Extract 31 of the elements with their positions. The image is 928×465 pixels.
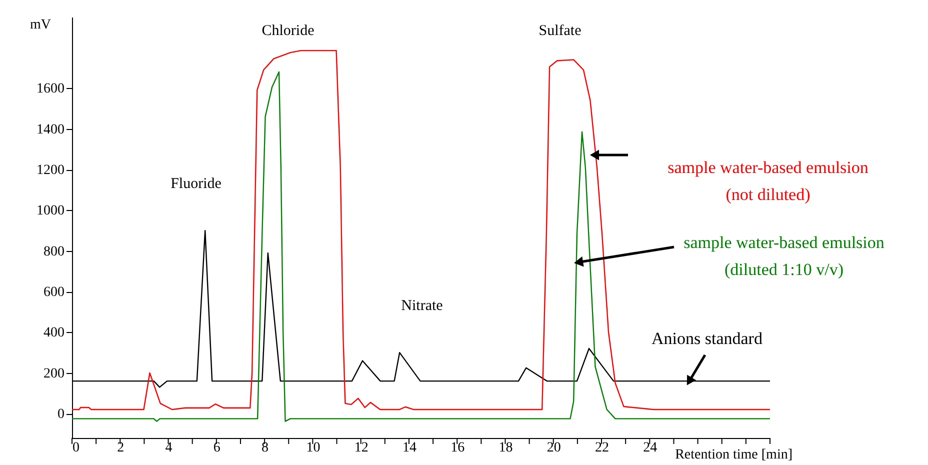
annotation: Chloride — [262, 23, 315, 39]
text: sample water-based emulsion (diluted 1:10 v/v) — [684, 233, 885, 279]
x-tick-label: 0 — [72, 440, 80, 456]
y-tick-label: 800 — [44, 244, 64, 260]
x-tick-label: 24 — [643, 440, 658, 456]
x-tick-label: 18 — [498, 440, 513, 456]
x-tick-label: 4 — [165, 440, 172, 456]
y-tick-label: 1400 — [36, 122, 64, 138]
annotation: Nitrate — [401, 298, 444, 314]
x-tick-label: 6 — [213, 440, 220, 456]
x-tick-label: 8 — [262, 440, 269, 456]
annotation: Fluoride — [170, 176, 222, 192]
y-tick-label: 400 — [44, 326, 64, 341]
annotation: Sulfate — [538, 23, 582, 39]
y-tick-label: 1600 — [36, 82, 64, 97]
y-tick-label: 1000 — [36, 204, 64, 219]
text: sample water-based emulsion (not diluted) — [668, 158, 869, 204]
y-tick-label: 600 — [44, 285, 64, 300]
x-tick-label: 20 — [546, 440, 561, 456]
y-axis-title: mV — [30, 18, 51, 32]
x-tick-label: 14 — [402, 440, 416, 456]
series-label: Anions standard — [652, 329, 763, 348]
y-tick-label: 0 — [58, 407, 64, 422]
x-tick-label: 12 — [354, 440, 368, 456]
x-tick-label: 16 — [450, 440, 465, 456]
x-tick-label: 2 — [117, 440, 124, 456]
y-tick-label: 1200 — [36, 163, 64, 178]
x-tick-label: 22 — [595, 440, 610, 456]
x-axis-title: Retention time [min] — [675, 448, 792, 462]
x-tick-label: 10 — [306, 440, 320, 456]
y-tick-label: 200 — [44, 366, 64, 382]
